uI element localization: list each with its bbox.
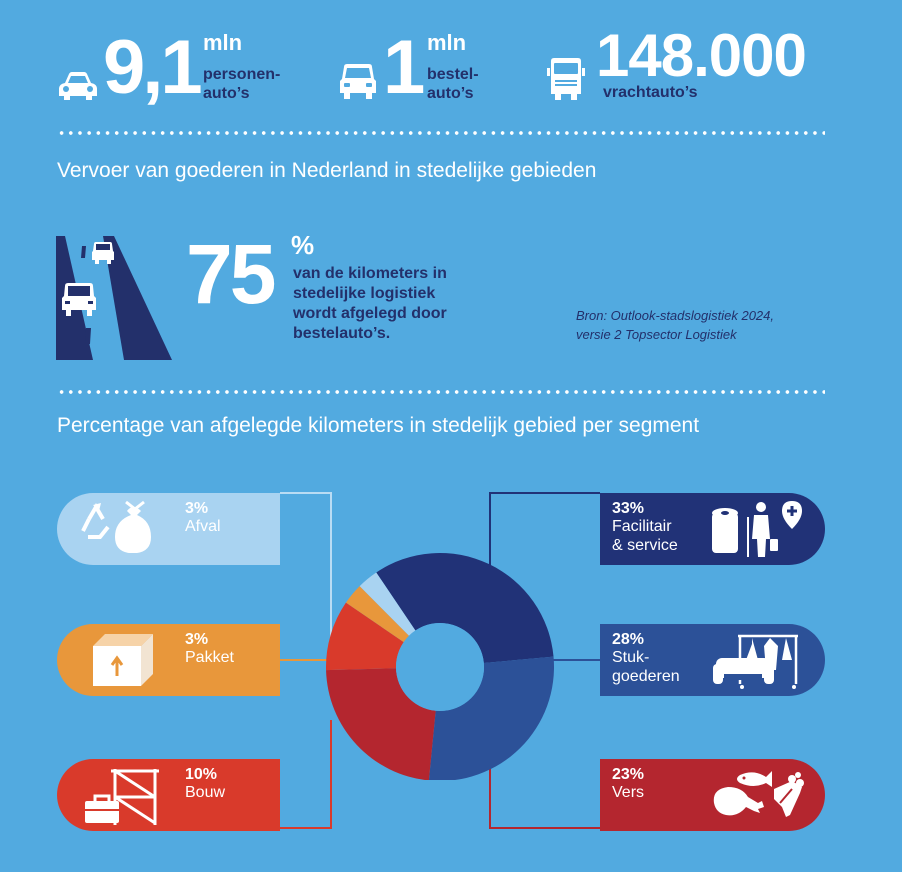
stat-label-cars-1: personen- xyxy=(203,66,281,83)
package-icon xyxy=(89,632,157,688)
donut-chart xyxy=(326,553,554,780)
segment-vers-label: Vers xyxy=(612,784,645,801)
scaffold-toolbox-icon xyxy=(81,765,161,827)
donut-slice-vers xyxy=(326,668,436,780)
stat-number-trucks: 148.000 xyxy=(596,22,807,89)
stat-label-cars-2: auto’s xyxy=(203,85,250,102)
segment-facilitair-label-2: & service xyxy=(612,537,678,554)
description-line-3: wordt afgelegd door xyxy=(293,305,447,322)
segment-facilitair: 33% Facilitair & service xyxy=(600,493,825,565)
dotted-divider-1 xyxy=(57,131,825,135)
donut-slice-pakket xyxy=(345,586,409,643)
donut-hole xyxy=(396,623,484,711)
donut-slice-stukgoederen xyxy=(428,656,554,780)
source-line-1: Bron: Outlook-stadslogistiek 2024, xyxy=(576,308,774,323)
segment-bouw-label: Bouw xyxy=(185,784,226,801)
donut-slice-afval xyxy=(359,572,416,636)
car-icon xyxy=(57,70,99,102)
truck-icon xyxy=(546,58,586,102)
description-line-2: stedelijke logistiek xyxy=(293,285,436,302)
segment-facilitair-pct: 33% xyxy=(612,500,645,517)
segment-stukgoederen-label-2: goederen xyxy=(612,668,680,685)
segment-stukgoederen: 28% Stuk- goederen xyxy=(600,624,825,696)
stat-label-vans-1: bestel- xyxy=(427,66,479,83)
dotted-divider-2 xyxy=(57,390,825,394)
segment-stukgoederen-label-1: Stuk- xyxy=(612,649,650,666)
segment-afval-label: Afval xyxy=(185,518,221,535)
stat-unit-vans: mln xyxy=(427,30,467,55)
segment-facilitair-label-1: Facilitair xyxy=(612,518,672,535)
segment-bouw-pct: 10% xyxy=(185,766,218,783)
segment-stukgoederen-pct: 28% xyxy=(612,631,645,648)
stat-unit-cars: mln xyxy=(203,30,243,55)
cleaning-service-icon xyxy=(708,499,808,561)
donut-slice-bouw xyxy=(326,602,404,671)
road-vans-icon xyxy=(56,236,172,360)
donut-slice-facilitair-service xyxy=(376,553,554,664)
waste-bag-icon xyxy=(79,497,169,557)
segment-pakket: 3% Pakket xyxy=(57,624,280,696)
stat-number-vans: 1 xyxy=(383,25,425,110)
segment-vers-pct: 23% xyxy=(612,766,645,783)
segment-bouw: 10% Bouw xyxy=(57,759,280,831)
percent-sign: % xyxy=(291,230,315,260)
segment-afval-pct: 3% xyxy=(185,500,209,517)
segment-vers: 23% Vers xyxy=(600,759,825,831)
van-icon xyxy=(338,63,378,101)
stat-number-cars: 9,1 xyxy=(103,25,203,110)
big-number-75: 75 xyxy=(186,227,276,321)
segment-pakket-label: Pakket xyxy=(185,649,234,666)
stat-label-trucks: vrachtauto’s xyxy=(603,84,698,101)
stat-label-vans-2: auto’s xyxy=(427,85,474,102)
section-heading-segments: Percentage van afgelegde kilometers in s… xyxy=(57,414,700,437)
description-line-1: van de kilometers in xyxy=(293,265,447,282)
section-heading-transport: Vervoer van goederen in Nederland in ste… xyxy=(57,159,597,182)
description-line-4: bestelauto’s. xyxy=(293,325,391,342)
segment-pakket-pct: 3% xyxy=(185,631,209,648)
furniture-clothing-icon xyxy=(712,630,804,690)
fresh-food-icon xyxy=(708,767,808,825)
source-line-2: versie 2 Topsector Logistiek xyxy=(576,327,737,342)
segment-afval: 3% Afval xyxy=(57,493,280,565)
